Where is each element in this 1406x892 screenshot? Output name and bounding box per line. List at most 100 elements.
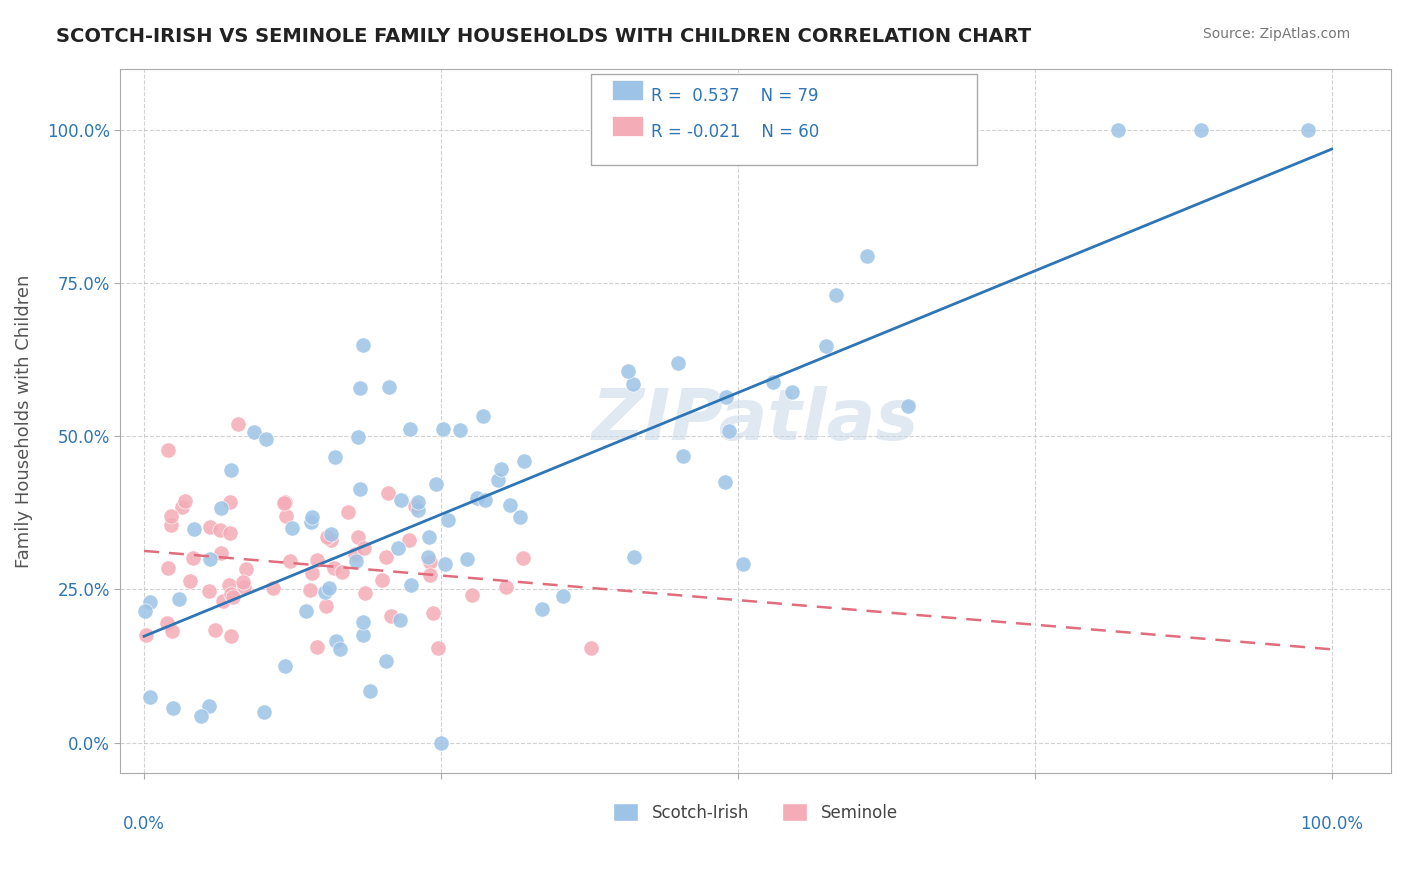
Point xyxy=(456,551,478,566)
Point xyxy=(486,473,509,487)
Point xyxy=(399,578,422,592)
Point xyxy=(419,555,441,569)
Point xyxy=(347,530,370,544)
Point xyxy=(198,520,221,534)
Point xyxy=(219,463,242,477)
Point xyxy=(377,485,399,500)
Point xyxy=(274,495,297,509)
Point xyxy=(530,602,553,616)
Point xyxy=(509,509,531,524)
Point xyxy=(398,422,420,436)
Point xyxy=(378,380,401,394)
Point xyxy=(315,599,337,613)
Point xyxy=(156,561,179,575)
Point xyxy=(307,552,329,566)
Point xyxy=(623,550,645,565)
Point xyxy=(352,337,374,351)
Point xyxy=(325,634,347,648)
Point xyxy=(208,524,231,538)
Point xyxy=(375,654,398,668)
Text: ZIPatlas: ZIPatlas xyxy=(592,386,920,455)
Point xyxy=(228,417,250,431)
Point xyxy=(254,432,277,446)
Point xyxy=(262,581,284,595)
Point xyxy=(856,249,879,263)
Point xyxy=(465,491,488,505)
Point xyxy=(242,425,264,440)
Point xyxy=(1107,123,1129,137)
Point xyxy=(422,606,444,620)
Point xyxy=(181,550,204,565)
Text: Source: ZipAtlas.com: Source: ZipAtlas.com xyxy=(1202,27,1350,41)
Text: R =  0.537    N = 79: R = 0.537 N = 79 xyxy=(651,87,818,105)
Point xyxy=(398,533,420,547)
Point xyxy=(714,475,737,489)
Point xyxy=(762,376,785,390)
Point xyxy=(349,380,371,394)
Point xyxy=(274,659,297,673)
Point xyxy=(814,338,837,352)
Point xyxy=(419,567,441,582)
Point xyxy=(825,288,848,302)
Point xyxy=(371,573,394,587)
Point xyxy=(347,430,370,444)
Point xyxy=(157,442,180,457)
Point xyxy=(512,550,534,565)
Point xyxy=(406,503,429,517)
Point xyxy=(160,518,183,533)
Point xyxy=(513,454,536,468)
Point xyxy=(219,526,242,541)
Point xyxy=(349,482,371,496)
Point xyxy=(135,628,157,642)
Point xyxy=(380,608,402,623)
Point xyxy=(162,700,184,714)
Point xyxy=(621,377,644,392)
Point xyxy=(374,549,396,564)
Point xyxy=(301,510,323,524)
Point xyxy=(314,584,336,599)
Point xyxy=(436,513,458,527)
Point xyxy=(1296,123,1319,137)
Point xyxy=(498,499,520,513)
Point xyxy=(336,505,359,519)
Point xyxy=(235,562,257,576)
Point xyxy=(387,541,409,556)
Point xyxy=(474,493,496,508)
Point xyxy=(388,614,411,628)
Point xyxy=(344,554,367,568)
Point xyxy=(209,501,232,516)
Point xyxy=(156,615,179,630)
Point xyxy=(472,409,495,423)
Point xyxy=(183,522,205,536)
Point xyxy=(389,492,412,507)
Point xyxy=(274,509,297,524)
Point xyxy=(897,399,920,413)
Point xyxy=(353,586,375,600)
Point xyxy=(434,557,457,571)
Point xyxy=(731,557,754,571)
Point xyxy=(718,424,741,438)
Point xyxy=(672,449,695,463)
Point xyxy=(323,561,346,575)
Point xyxy=(295,603,318,617)
Point xyxy=(425,476,447,491)
Point xyxy=(305,640,328,655)
Point xyxy=(198,584,221,599)
Point xyxy=(579,641,602,656)
Y-axis label: Family Households with Children: Family Households with Children xyxy=(15,274,32,567)
Text: R = -0.021    N = 60: R = -0.021 N = 60 xyxy=(651,123,820,141)
Point xyxy=(232,575,254,590)
Point xyxy=(449,423,471,437)
Point xyxy=(218,577,240,591)
Point xyxy=(280,521,302,535)
Point xyxy=(321,527,343,541)
Point xyxy=(174,493,197,508)
Point xyxy=(172,500,194,515)
Point xyxy=(219,495,242,509)
Text: 100.0%: 100.0% xyxy=(1301,815,1364,833)
Point xyxy=(489,462,512,476)
Point xyxy=(319,533,342,547)
Point xyxy=(138,690,160,704)
Point xyxy=(1189,123,1212,137)
Point xyxy=(352,615,374,629)
